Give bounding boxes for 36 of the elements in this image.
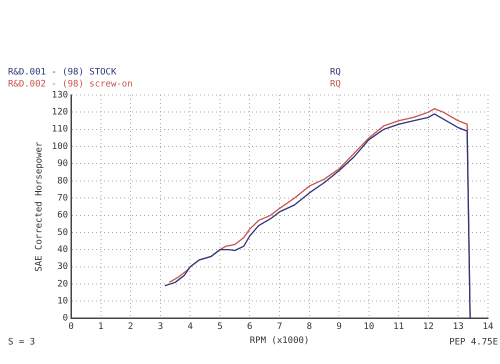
text: S = 3 xyxy=(8,338,36,348)
x-tick-label: 12 xyxy=(423,322,434,332)
y-tick-label: 20 xyxy=(57,279,68,290)
x-axis-title: RPM (x1000) xyxy=(250,336,310,346)
x-tick-label: 1 xyxy=(98,322,104,332)
y-tick-label: 40 xyxy=(57,245,68,256)
x-tick-label: 4 xyxy=(187,322,193,332)
x-tick-label: 3 xyxy=(158,322,164,332)
y-tick-label: 70 xyxy=(57,193,68,204)
y-tick-label: 130 xyxy=(52,90,68,100)
y-tick-label: 0 xyxy=(62,314,68,324)
y-axis-title: SAE Corrected Horsepower xyxy=(34,141,45,272)
x-tick-label: 9 xyxy=(336,322,342,332)
x-tick-label: 2 xyxy=(128,322,134,332)
text: PEP 4.75E xyxy=(449,338,498,348)
x-tick-label: 13 xyxy=(452,322,464,332)
x-tick-label: 8 xyxy=(306,322,312,332)
x-tick-label: 10 xyxy=(363,322,374,332)
y-tick-label: 120 xyxy=(52,108,68,118)
x-tick-label: 5 xyxy=(217,322,223,332)
x-tick-label: 7 xyxy=(276,322,282,332)
y-tick-label: 30 xyxy=(57,262,68,272)
x-tick-label: 11 xyxy=(393,322,404,332)
y-tick-label: 60 xyxy=(57,210,68,221)
text: R&D.002 - (98) screw-on xyxy=(8,79,133,90)
y-tick-label: 100 xyxy=(52,142,68,152)
text: RQ xyxy=(330,79,341,90)
text: R&D.001 - (98) STOCK xyxy=(8,67,117,78)
text: RQ xyxy=(330,67,341,78)
y-tick-label: 90 xyxy=(57,159,68,170)
x-tick-label: 6 xyxy=(247,322,252,332)
y-tick-label: 50 xyxy=(57,228,68,238)
y-tick-label: 10 xyxy=(57,296,68,307)
x-tick-label: 14 xyxy=(482,322,494,332)
y-tick-label: 110 xyxy=(52,124,68,135)
y-tick-label: 80 xyxy=(57,176,68,186)
